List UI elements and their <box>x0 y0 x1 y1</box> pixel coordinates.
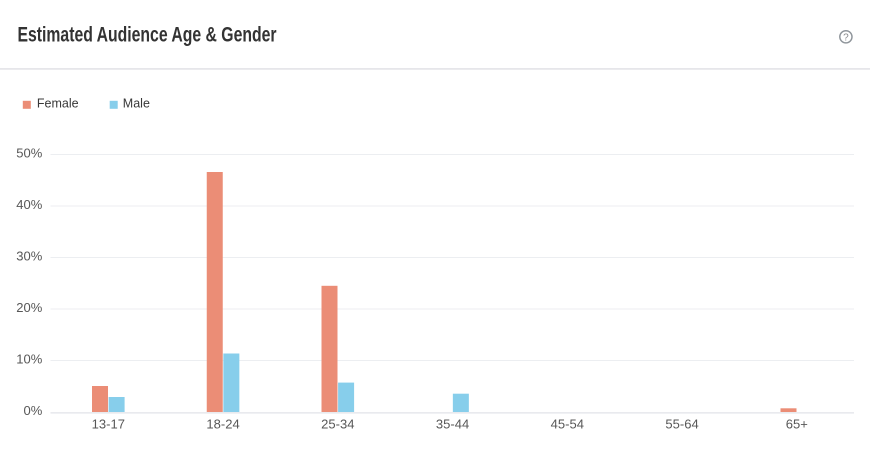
svg-text:20%: 20% <box>16 300 42 315</box>
svg-text:18-24: 18-24 <box>206 417 239 432</box>
svg-text:Male: Male <box>123 97 150 111</box>
svg-text:10%: 10% <box>16 352 42 367</box>
svg-text:13-17: 13-17 <box>92 417 125 432</box>
svg-text:45-54: 45-54 <box>551 417 584 432</box>
svg-text:35-44: 35-44 <box>436 417 469 432</box>
svg-text:30%: 30% <box>16 249 42 264</box>
svg-text:0%: 0% <box>24 403 43 418</box>
svg-text:55-64: 55-64 <box>665 417 698 432</box>
svg-text:?: ? <box>843 32 849 43</box>
svg-text:25-34: 25-34 <box>321 417 354 432</box>
svg-text:50%: 50% <box>16 146 42 161</box>
svg-text:40%: 40% <box>16 197 42 212</box>
svg-text:Estimated Audience Age & Gende: Estimated Audience Age & Gender <box>18 23 277 46</box>
svg-text:Female: Female <box>37 97 79 111</box>
svg-text:65+: 65+ <box>786 417 808 432</box>
